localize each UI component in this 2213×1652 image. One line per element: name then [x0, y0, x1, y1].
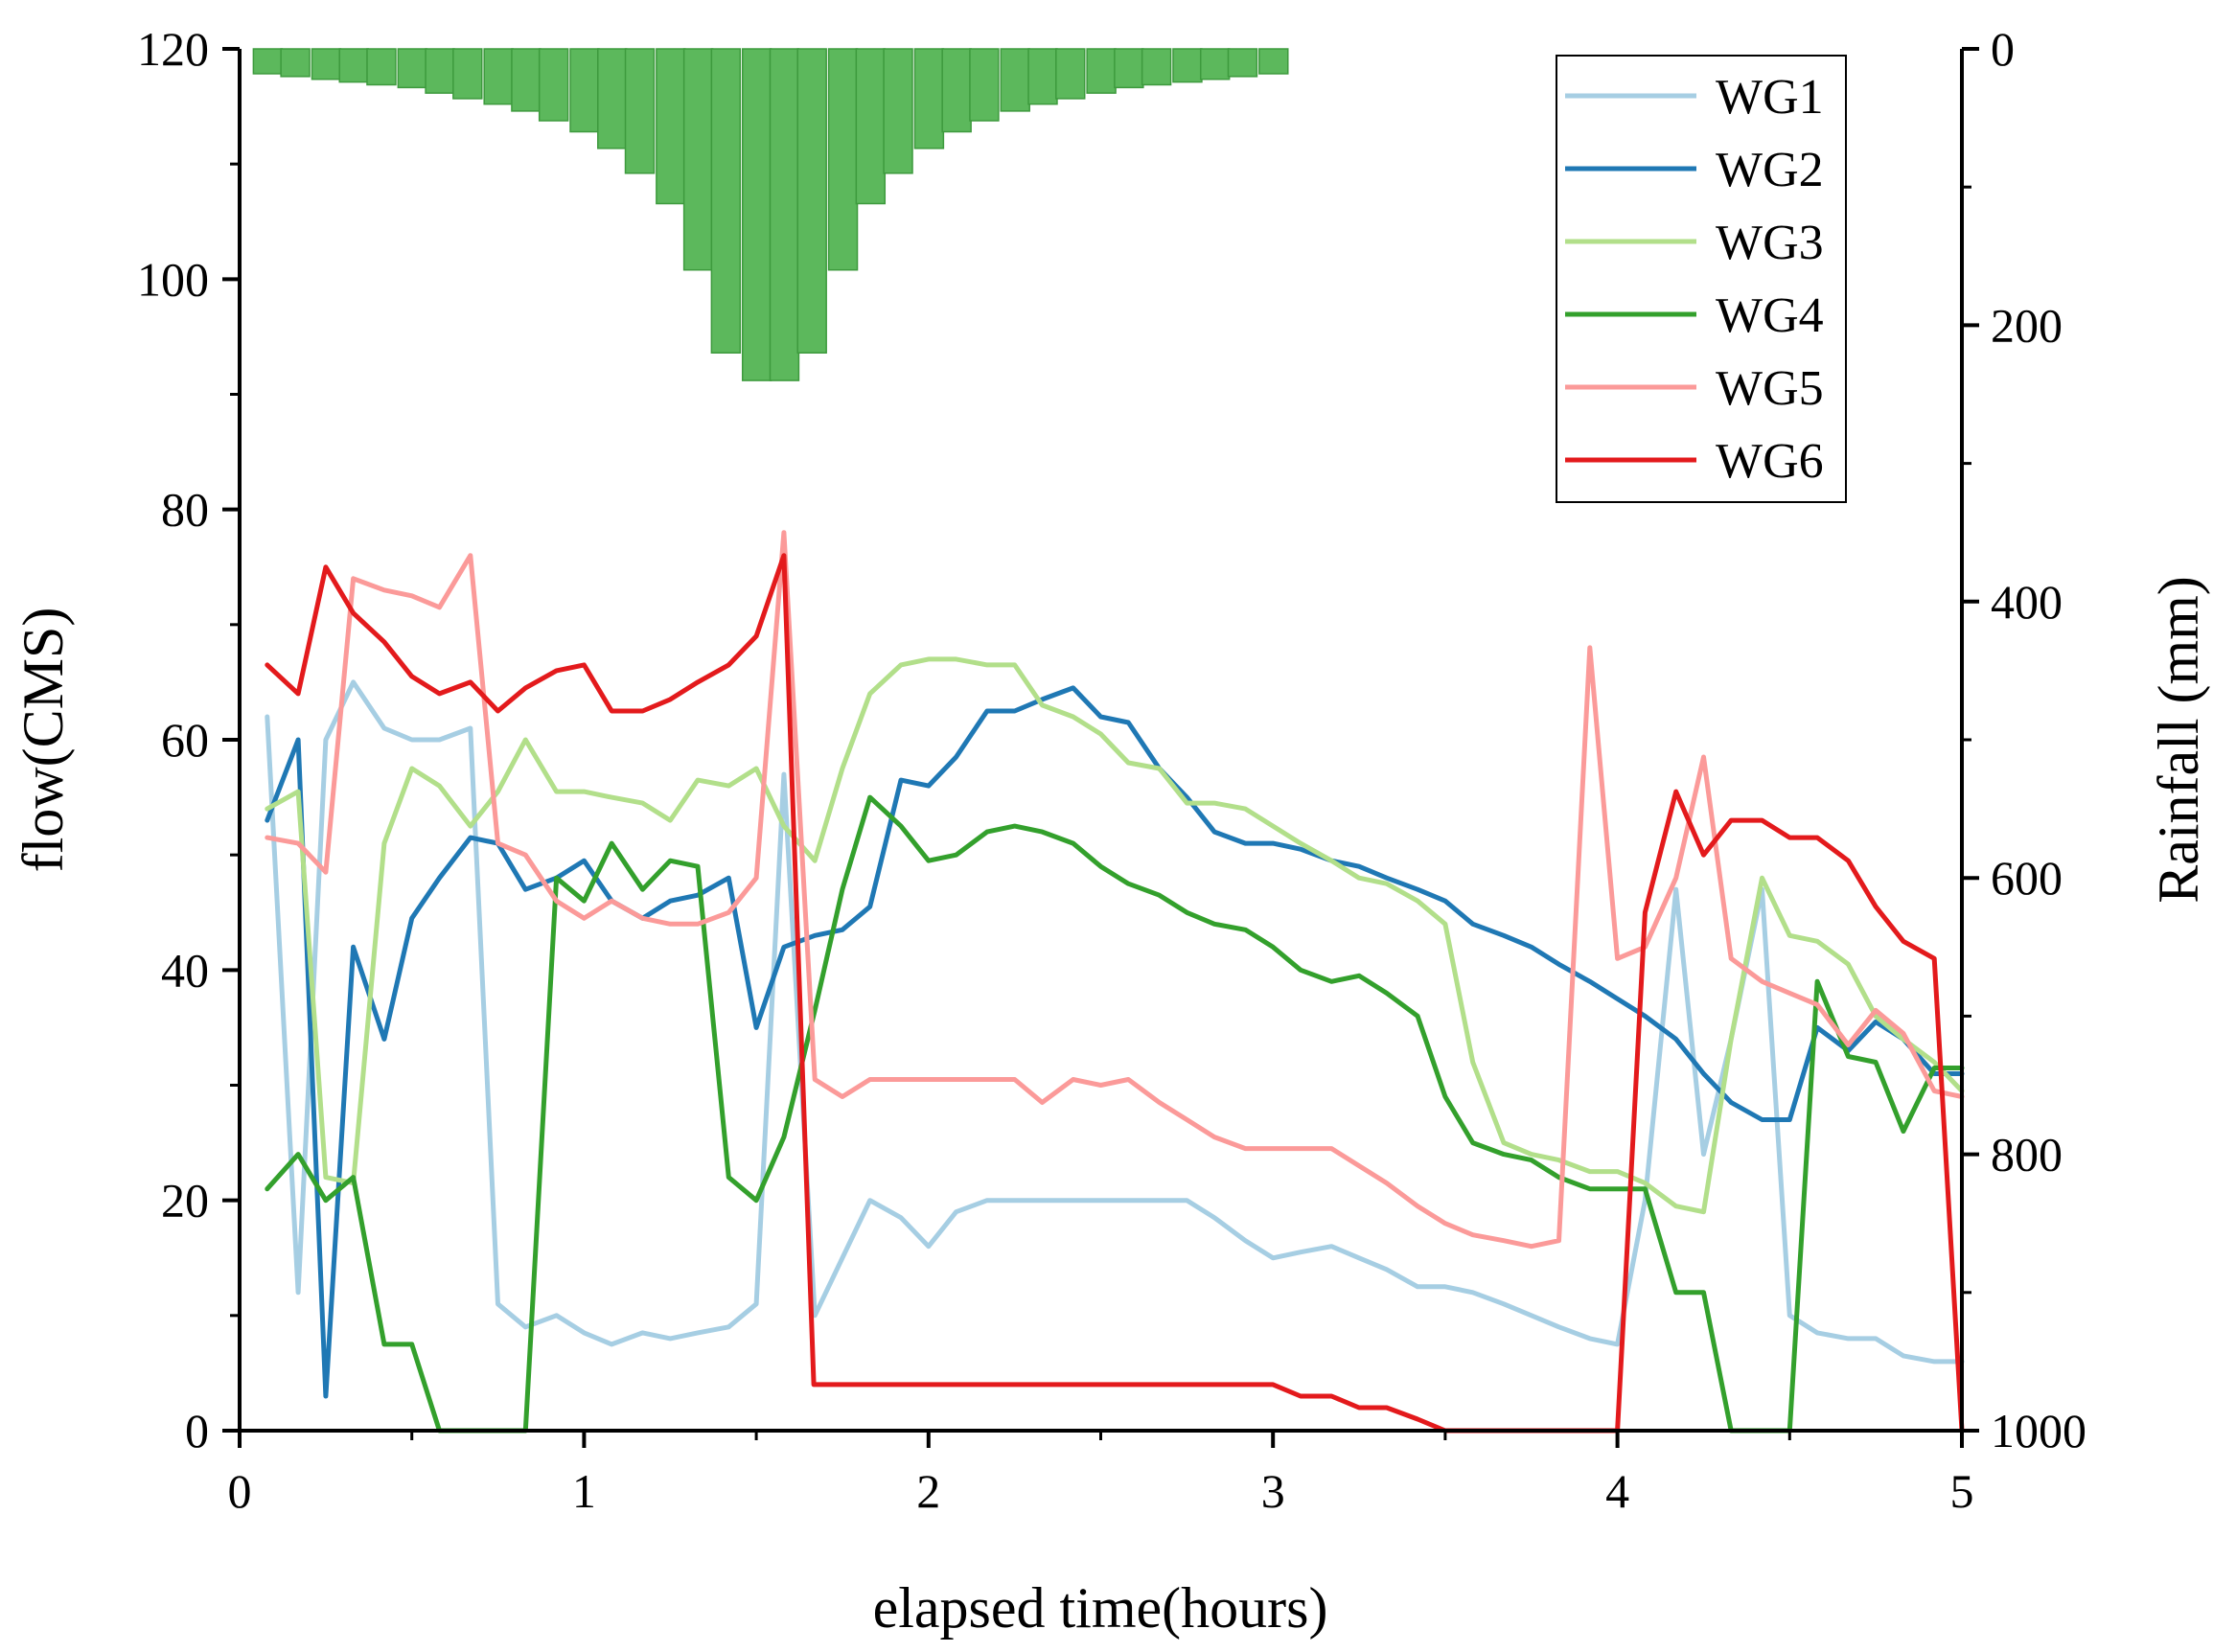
x-tick-label: 3 [1261, 1464, 1285, 1518]
rainfall-bar [452, 48, 483, 100]
rainfall-bar [941, 48, 972, 133]
series-line-wg1 [265, 679, 1965, 1365]
y-axis-title: flow(CMS) [12, 608, 75, 873]
rainfall-bar [1258, 48, 1289, 75]
rainfall-bar [1027, 48, 1058, 105]
rainfall-bar [913, 48, 945, 149]
legend-box [1556, 55, 1847, 503]
rainfall-bar [252, 48, 284, 75]
y-tick-label: 20 [161, 1174, 209, 1228]
rainfall-bar [338, 48, 369, 83]
rainfall-bar [280, 48, 311, 78]
x-tick-label: 0 [228, 1464, 252, 1518]
y-tick-label: 100 [137, 252, 209, 306]
rainfall-bar [741, 48, 772, 381]
rainfall-bar [1172, 48, 1203, 83]
x-tick-label: 5 [1950, 1464, 1974, 1518]
x-tick-label: 2 [916, 1464, 940, 1518]
y2-tick-label: 1000 [1991, 1404, 2086, 1457]
legend-label-wg6: WG6 [1716, 434, 1824, 489]
rainfall-bar [1000, 48, 1030, 112]
rainfall-bar [656, 48, 686, 205]
rainfall-bar [483, 48, 514, 105]
rainfall-bar [682, 48, 714, 271]
y-tick-label: 120 [137, 22, 209, 76]
legend: WG1 WG2 WG3 WG4 WG5 WG6 [1556, 55, 1847, 503]
rainfall-bar [883, 48, 913, 174]
rainfall-bar [597, 48, 628, 149]
rainfall-bar [511, 48, 542, 112]
legend-label-wg1: WG1 [1716, 70, 1824, 125]
series-line-wg5 [265, 530, 1965, 1250]
rainfall-bar [1055, 48, 1086, 100]
rainfall-bar [1227, 48, 1258, 78]
rainfall-bar [1199, 48, 1231, 80]
rainfall-bar [969, 48, 1000, 122]
series-line-wg6 [265, 553, 1965, 1434]
rainfall-bar [624, 48, 656, 174]
y-tick-label: 0 [185, 1404, 209, 1457]
legend-label-wg3: WG3 [1716, 216, 1824, 270]
rainfall-bars [252, 48, 1289, 381]
rainfall-bar [710, 48, 742, 354]
rainfall-bar [425, 48, 455, 94]
rainfall-bar [311, 48, 342, 80]
series-line-wg3 [265, 656, 1965, 1215]
y-tick-label: 40 [161, 943, 209, 997]
rainfall-bar [827, 48, 859, 271]
y2-tick-label: 400 [1991, 575, 2063, 629]
x-axis-title: elapsed time(hours) [873, 1576, 1328, 1640]
y2-tick-label: 200 [1991, 298, 2063, 352]
legend-label-wg4: WG4 [1716, 288, 1824, 343]
legend-label-wg2: WG2 [1716, 143, 1824, 197]
series-line-wg4 [265, 794, 1965, 1434]
rainfall-bar [1086, 48, 1117, 94]
rainfall-bar [569, 48, 600, 133]
series-line-wg2 [265, 685, 1965, 1399]
legend-label-wg5: WG5 [1716, 361, 1824, 416]
rainfall-bar [397, 48, 428, 89]
rainfall-bar [855, 48, 887, 205]
rainfall-bar [769, 48, 800, 381]
rainfall-bar [796, 48, 827, 354]
rainfall-bar [538, 48, 569, 122]
x-tick-label: 4 [1605, 1464, 1629, 1518]
y-tick-label: 60 [161, 713, 209, 767]
y-tick-label: 80 [161, 483, 209, 537]
y2-axis-title: Rainfall (mm) [2147, 576, 2210, 904]
series-lines [265, 530, 1965, 1434]
rainfall-bar [366, 48, 397, 86]
y2-tick-label: 800 [1991, 1128, 2063, 1182]
y2-tick-label: 0 [1991, 22, 2015, 76]
ticks: 0 1 2 3 4 5 0 20 40 60 80 100 120 0 200 400 600 800 1000 [137, 22, 2086, 1518]
rainfall-bar [1114, 48, 1144, 89]
y2-tick-label: 600 [1991, 851, 2063, 905]
x-tick-label: 1 [572, 1464, 596, 1518]
rainfall-bar [1141, 48, 1172, 86]
